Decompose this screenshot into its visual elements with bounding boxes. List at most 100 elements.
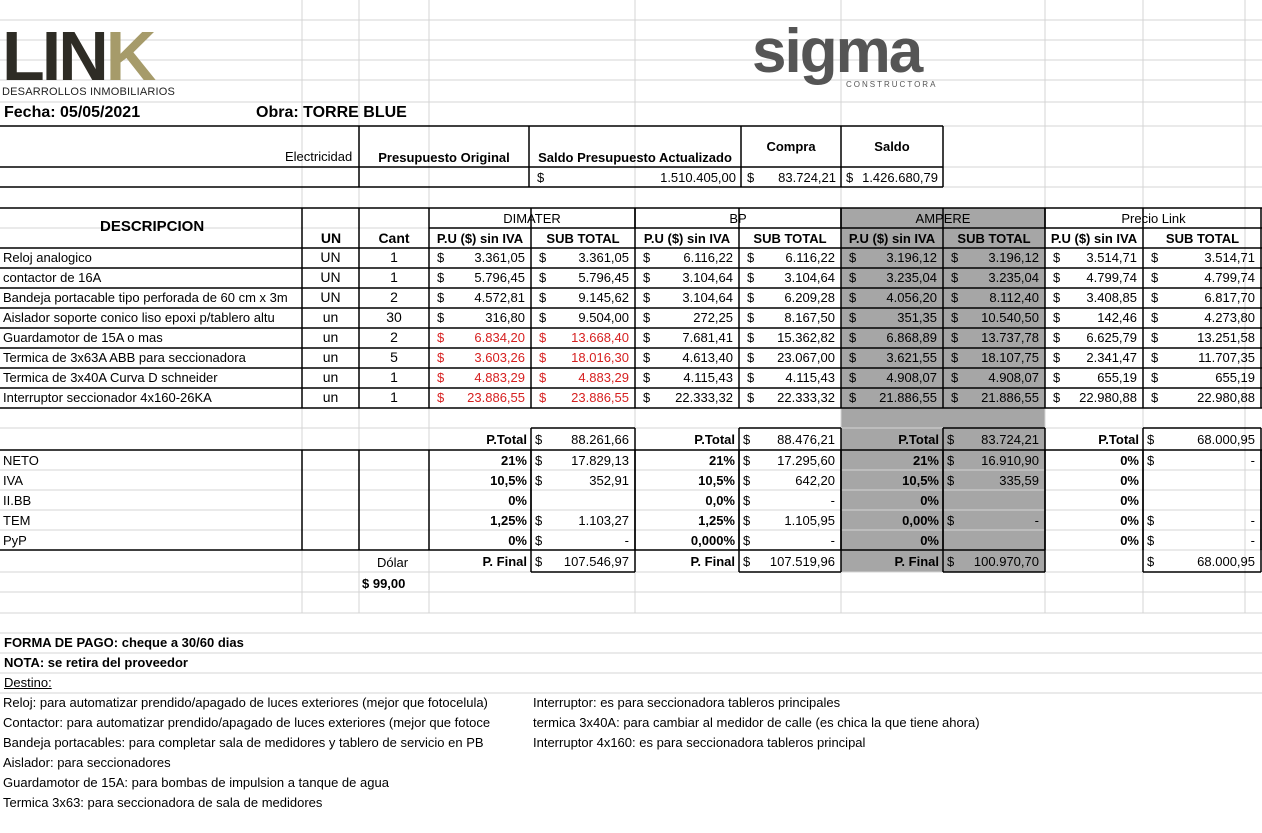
currency-symbol: $ [951,390,959,405]
currency-symbol: $ [1151,330,1159,345]
row-value: 13.737,78 [981,330,1039,345]
note-line: Interruptor 4x160: es para seccionadora … [533,735,866,750]
dolar-label: Dólar [377,555,409,570]
row-quantity: 2 [390,329,398,345]
currency-symbol: $ [747,330,755,345]
row-unit: un [322,369,339,385]
row-value: 351,35 [897,310,937,325]
row-quantity: 1 [390,249,398,265]
currency-symbol: $ [1147,432,1155,447]
row-value: 655,19 [1215,370,1255,385]
row-value: 2.341,47 [1086,350,1137,365]
note-line: Interruptor: es para seccionadora tabler… [533,695,841,710]
row-value: 23.886,55 [467,390,525,405]
currency-symbol: $ [535,473,543,488]
tax-percent: 0% [1120,493,1139,508]
payment-terms: FORMA DE PAGO: cheque a 30/60 dias [4,635,244,650]
row-value: 142,46 [1097,310,1137,325]
currency-symbol: $ [743,554,751,569]
currency-symbol: $ [947,473,955,488]
row-value: 13.668,40 [571,330,629,345]
unit-price-header: P.U ($) sin IVA [1050,231,1138,246]
saldo-value: 1.426.680,79 [862,170,938,185]
currency-symbol: $ [743,513,751,528]
currency-symbol: $ [539,290,547,305]
row-value: 9.145,62 [578,290,629,305]
row-value: 4.273,80 [1204,310,1255,325]
row-value: 3.235,04 [988,270,1039,285]
currency-symbol: $ [539,350,547,365]
saldo-presupuesto-value: 1.510.405,00 [660,170,736,185]
row-value: 23.886,55 [571,390,629,405]
tax-value: - [1250,453,1255,468]
currency-symbol: $ [535,453,543,468]
row-value: 11.707,35 [1198,350,1255,365]
row-quantity: 1 [390,269,398,285]
currency-symbol: $ [1151,270,1159,285]
ptotal-label: P.Total [486,432,527,447]
currency-symbol: $ [1147,554,1155,569]
currency-symbol: $ [951,290,959,305]
currency-symbol: $ [535,432,543,447]
category-label: Electricidad [285,149,353,164]
row-value: 15.362,82 [777,330,835,345]
subtotal-header: SUB TOTAL [753,231,827,246]
currency-symbol: $ [437,330,445,345]
tax-percent: 0% [1120,533,1139,548]
row-quantity: 1 [390,389,398,405]
row-description: contactor de 16A [3,270,102,285]
currency-symbol: $ [747,270,755,285]
row-value: 10.540,50 [981,310,1039,325]
currency-symbol: $ [947,513,955,528]
currency-symbol: $ [1151,290,1159,305]
row-value: 4.908,07 [886,370,937,385]
tax-percent: 0% [1120,453,1139,468]
row-value: 3.361,05 [474,250,525,265]
unit-price-header: P.U ($) sin IVA [643,231,731,246]
row-quantity: 2 [390,289,398,305]
currency-symbol: $ [747,350,755,365]
link-logo: LINK DESARROLLOS INMOBILIARIOS [2,17,176,98]
currency-symbol: $ [1053,390,1061,405]
tax-value: 335,59 [999,473,1039,488]
row-value: 4.799,74 [1086,270,1137,285]
ptotal-value: 88.476,21 [777,432,835,447]
row-value: 21.886,55 [981,390,1039,405]
currency-symbol: $ [747,370,755,385]
row-value: 22.980,88 [1079,390,1137,405]
tax-percent: 21% [912,453,939,468]
pfinal-label: P. Final [690,554,735,569]
currency-symbol: $ [437,310,445,325]
tax-value: - [624,533,629,548]
row-value: 3.104,64 [784,270,835,285]
tax-row-label: PyP [3,533,27,548]
currency-symbol: $ [947,554,955,569]
currency-symbol: $ [1151,350,1159,365]
destino-heading: Destino: [4,675,52,690]
row-value: 4.115,43 [785,370,835,385]
currency-symbol: $ [643,390,651,405]
currency-symbol: $ [643,330,651,345]
project-label: Obra: TORRE BLUE [256,104,407,121]
unit-price-header: P.U ($) sin IVA [436,231,524,246]
supplier-header-bp: BP [729,211,747,226]
currency-symbol: $ [437,270,445,285]
currency-symbol: $ [643,270,651,285]
currency-symbol: $ [539,310,547,325]
currency-symbol: $ [849,330,857,345]
row-value: 5.796,45 [578,270,629,285]
row-value: 4.799,74 [1204,270,1255,285]
quantity-header: Cant [378,230,410,246]
currency-symbol: $ [539,390,547,405]
currency-symbol: $ [437,390,445,405]
row-value: 4.908,07 [988,370,1039,385]
currency-symbol: $ [539,370,547,385]
currency-symbol: $ [437,370,445,385]
row-value: 18.016,30 [571,350,629,365]
row-value: 655,19 [1097,370,1137,385]
currency-symbol: $ [747,250,755,265]
currency-symbol: $ [947,432,955,447]
row-description: Guardamotor de 15A o mas [3,330,163,345]
row-value: 21.886,55 [879,390,937,405]
